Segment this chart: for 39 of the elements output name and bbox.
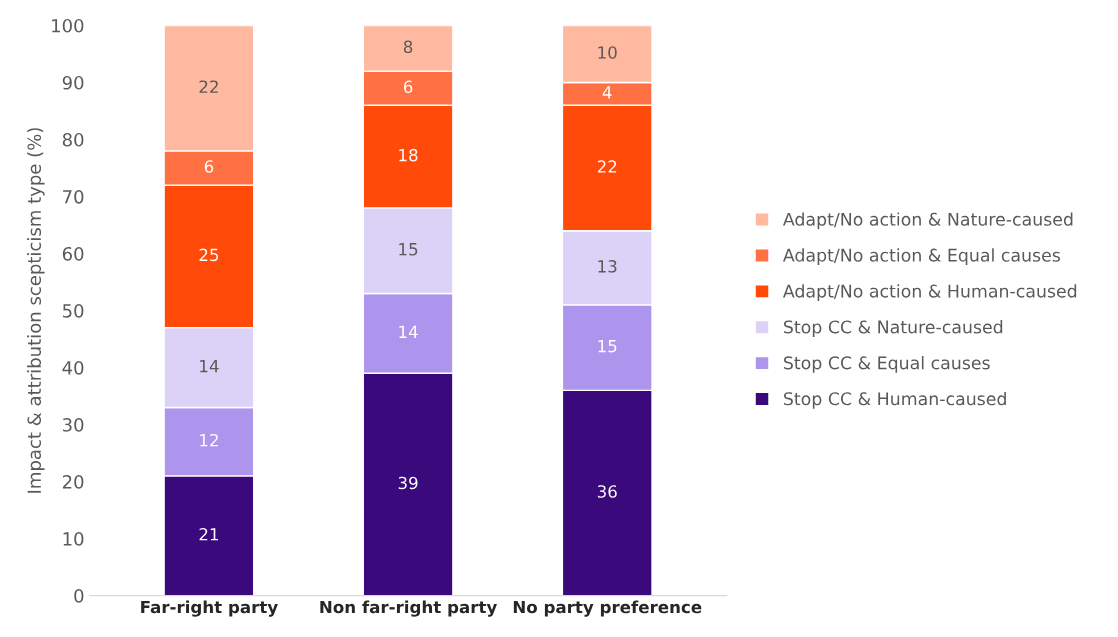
data-label: 39 (398, 476, 418, 490)
y-tick-label: 60 (62, 246, 84, 261)
data-label: 8 (403, 40, 413, 54)
y-tick-label: 50 (63, 304, 84, 318)
y-tick-label: 30 (62, 418, 84, 432)
data-label: 21 (199, 527, 218, 541)
data-label: 22 (199, 80, 218, 93)
data-label: 13 (598, 260, 617, 273)
data-label: 22 (597, 160, 617, 173)
legend-label: Adapt/No action & Human-caused (782, 284, 1077, 301)
x-tick-label: No party preference (513, 600, 702, 617)
y-tick-label: 10 (63, 532, 84, 546)
y-tick-label: 0 (74, 589, 84, 603)
y-axis-title: Impact & attribution scepticism type (%) (27, 128, 45, 493)
data-label: 14 (399, 325, 418, 338)
data-label: 18 (399, 148, 418, 162)
legend-label: Adapt/No action & Equal causes (782, 248, 1060, 266)
y-tick-label: 80 (62, 132, 84, 147)
y-tick-label: 100 (52, 18, 84, 33)
data-label: 15 (598, 340, 617, 353)
data-label: 12 (200, 433, 218, 447)
y-tick-label: 70 (63, 189, 84, 204)
data-label: 6 (204, 160, 214, 173)
data-label: 6 (403, 80, 413, 94)
legend-label: Stop CC & Human-caused (783, 391, 1006, 409)
data-label: 25 (199, 248, 219, 262)
data-label: 10 (598, 46, 617, 59)
legend-label: Adapt/No action & Nature-caused (782, 212, 1073, 230)
legend-label: Stop CC & Nature-caused (783, 320, 1003, 337)
y-tick-label: 40 (62, 361, 84, 375)
x-tick-label: Far-right party (141, 600, 278, 617)
x-tick-label: Non far-right party (320, 600, 497, 617)
data-label: 36 (597, 485, 617, 498)
y-tick-label: 90 (62, 75, 84, 90)
data-label: 4 (602, 86, 612, 99)
data-label: 14 (200, 360, 219, 373)
y-tick-label: 20 (62, 475, 84, 489)
data-label: 15 (399, 243, 418, 256)
legend-label: Stop CC & Equal causes (783, 355, 990, 373)
